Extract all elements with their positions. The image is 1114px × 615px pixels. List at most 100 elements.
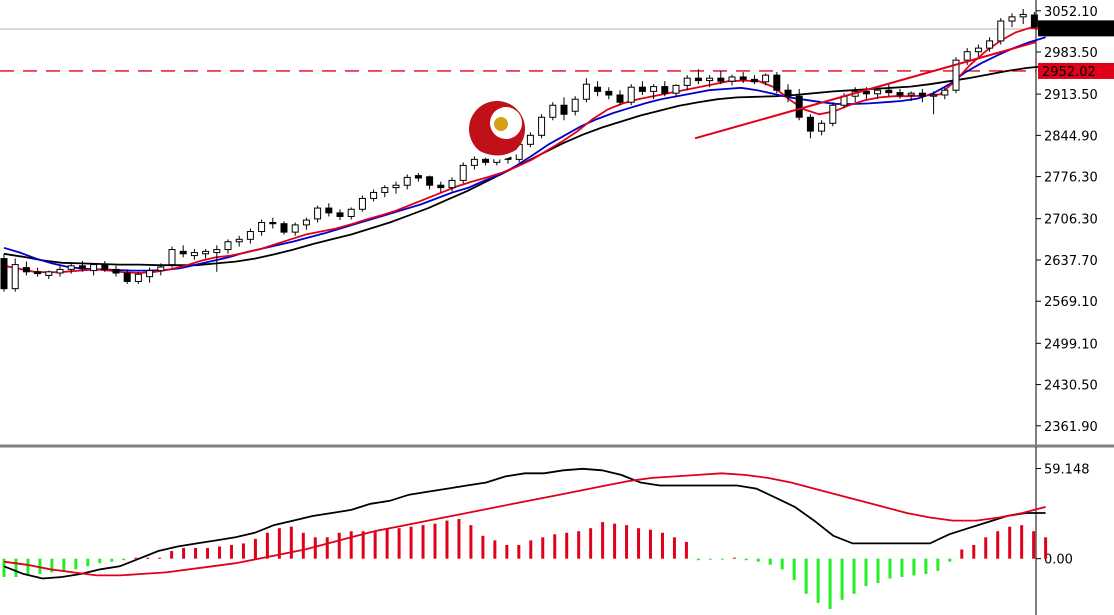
candle-up [11, 264, 19, 290]
candle-up [235, 238, 243, 243]
price-tick-label: 2844.90 [1044, 129, 1098, 144]
candle-up [45, 271, 53, 276]
price-tick-label: 2706.30 [1044, 213, 1098, 228]
candle-up [627, 86, 635, 103]
candles [0, 9, 1050, 292]
macd-line [3, 467, 1046, 580]
candle-down [34, 271, 42, 275]
candle-up [258, 222, 266, 233]
candle-down [426, 176, 434, 186]
candle-down [414, 175, 422, 179]
price-tick-label: 2776.30 [1044, 171, 1098, 186]
candle-up [986, 40, 994, 49]
candle-up [728, 76, 736, 82]
candle-down [22, 267, 30, 273]
candle-up [818, 122, 826, 132]
candle-down [739, 76, 747, 80]
macd-histogram [2, 519, 1048, 609]
current-price-label: 3022.80 [1042, 22, 1096, 37]
price-badges: 3022.80 2952.02 [1038, 20, 1114, 80]
candle-up [213, 249, 221, 254]
current-price-badge [1038, 20, 1114, 37]
price-tick-label: 2637.70 [1044, 254, 1098, 269]
candle-up [997, 20, 1005, 42]
candle-up [963, 51, 971, 61]
candle-up [146, 270, 154, 278]
candle-up [1019, 13, 1027, 18]
candle-up [683, 77, 691, 86]
macd-tick-label: 0.00 [1044, 553, 1073, 568]
candle-down [717, 77, 725, 82]
candle-down [482, 158, 490, 163]
ma-blue-line [3, 36, 1046, 272]
candle-up [246, 231, 254, 240]
candle-down [123, 272, 131, 282]
candle-down [795, 95, 803, 118]
candle-down [862, 90, 870, 95]
macd-lines [3, 467, 1046, 580]
jinsheng-logo [469, 101, 525, 160]
candle-down [806, 116, 814, 132]
candle-down [280, 223, 288, 233]
candle-down [885, 89, 893, 94]
candle-up [370, 191, 378, 199]
price-tick-label: 2983.50 [1044, 46, 1098, 61]
moving-averages [3, 26, 1046, 274]
macd-panel: 59.148 0.00 [2, 447, 1090, 615]
price-tick-label: 2569.10 [1044, 295, 1098, 310]
macd-tick-labels: 59.148 0.00 [1036, 463, 1090, 568]
candle-up [358, 197, 366, 210]
candle-up [202, 250, 210, 255]
price-tick-label: 2499.10 [1044, 337, 1098, 352]
trend-line [694, 41, 1037, 140]
candle-up [168, 249, 176, 266]
candle-up [706, 77, 714, 82]
level-price-badge [1038, 62, 1114, 79]
candle-up [829, 104, 837, 124]
candle-up [952, 59, 960, 91]
candle-up [67, 265, 75, 270]
candle-up [974, 47, 982, 53]
candle-up [291, 224, 299, 233]
candle-down [1030, 14, 1038, 28]
candle-up [571, 98, 579, 112]
price-tick-label: 2361.90 [1044, 420, 1098, 435]
candle-up [549, 104, 557, 118]
candle-down [784, 89, 792, 97]
candle-down [661, 86, 669, 94]
candle-down [78, 265, 86, 269]
candle-down [179, 250, 187, 255]
candle-up [538, 116, 546, 136]
candle-down [638, 86, 646, 92]
candle-up [314, 207, 322, 220]
candle-up [526, 134, 534, 145]
candle-down [336, 212, 344, 217]
candle-down [560, 104, 568, 115]
candle-up [470, 158, 478, 166]
level-price-label: 2952.02 [1042, 65, 1096, 80]
candle-up [874, 89, 882, 95]
candle-up [1008, 16, 1016, 22]
candle-up [90, 264, 98, 272]
logo-coin-icon [494, 117, 508, 131]
candle-down [750, 78, 758, 83]
candle-up [381, 187, 389, 193]
candle-up [907, 92, 915, 96]
candle-down [616, 94, 624, 103]
price-tick-label: 3052.10 [1044, 5, 1098, 20]
candle-down [896, 92, 904, 96]
candle-up [582, 83, 590, 100]
candle-down [594, 86, 602, 92]
candle-down [269, 222, 277, 225]
candle-down [918, 92, 926, 97]
candle-down [0, 258, 8, 290]
candle-up [941, 89, 949, 96]
candle-up [672, 84, 680, 94]
candle-down [773, 74, 781, 91]
candle-up [392, 184, 400, 189]
candle-down [605, 90, 613, 96]
candle-up [762, 74, 770, 83]
candle-up [224, 241, 232, 251]
ma-red-line [3, 26, 1046, 274]
